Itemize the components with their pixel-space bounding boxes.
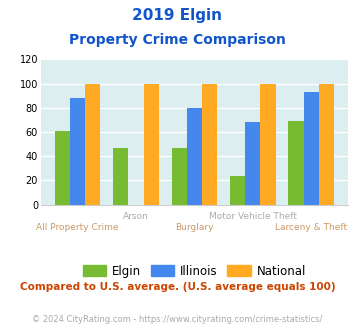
Text: Burglary: Burglary <box>175 223 214 232</box>
Bar <box>187 108 202 205</box>
Bar <box>70 98 85 205</box>
Legend: Elgin, Illinois, National: Elgin, Illinois, National <box>78 260 311 282</box>
Bar <box>260 83 275 205</box>
Bar <box>143 83 159 205</box>
Bar <box>171 148 187 205</box>
Text: Compared to U.S. average. (U.S. average equals 100): Compared to U.S. average. (U.S. average … <box>20 282 335 292</box>
Text: Larceny & Theft: Larceny & Theft <box>275 223 347 232</box>
Bar <box>55 131 70 205</box>
Bar <box>85 83 100 205</box>
Bar <box>230 176 245 205</box>
Text: © 2024 CityRating.com - https://www.cityrating.com/crime-statistics/: © 2024 CityRating.com - https://www.city… <box>32 315 323 324</box>
Text: All Property Crime: All Property Crime <box>36 223 119 232</box>
Text: Motor Vehicle Theft: Motor Vehicle Theft <box>209 212 297 221</box>
Bar <box>319 83 334 205</box>
Bar <box>288 121 304 205</box>
Text: Property Crime Comparison: Property Crime Comparison <box>69 33 286 47</box>
Text: 2019 Elgin: 2019 Elgin <box>132 8 223 23</box>
Bar <box>304 92 319 205</box>
Bar <box>245 122 260 205</box>
Bar <box>113 148 129 205</box>
Text: Arson: Arson <box>123 212 149 221</box>
Bar <box>202 83 217 205</box>
